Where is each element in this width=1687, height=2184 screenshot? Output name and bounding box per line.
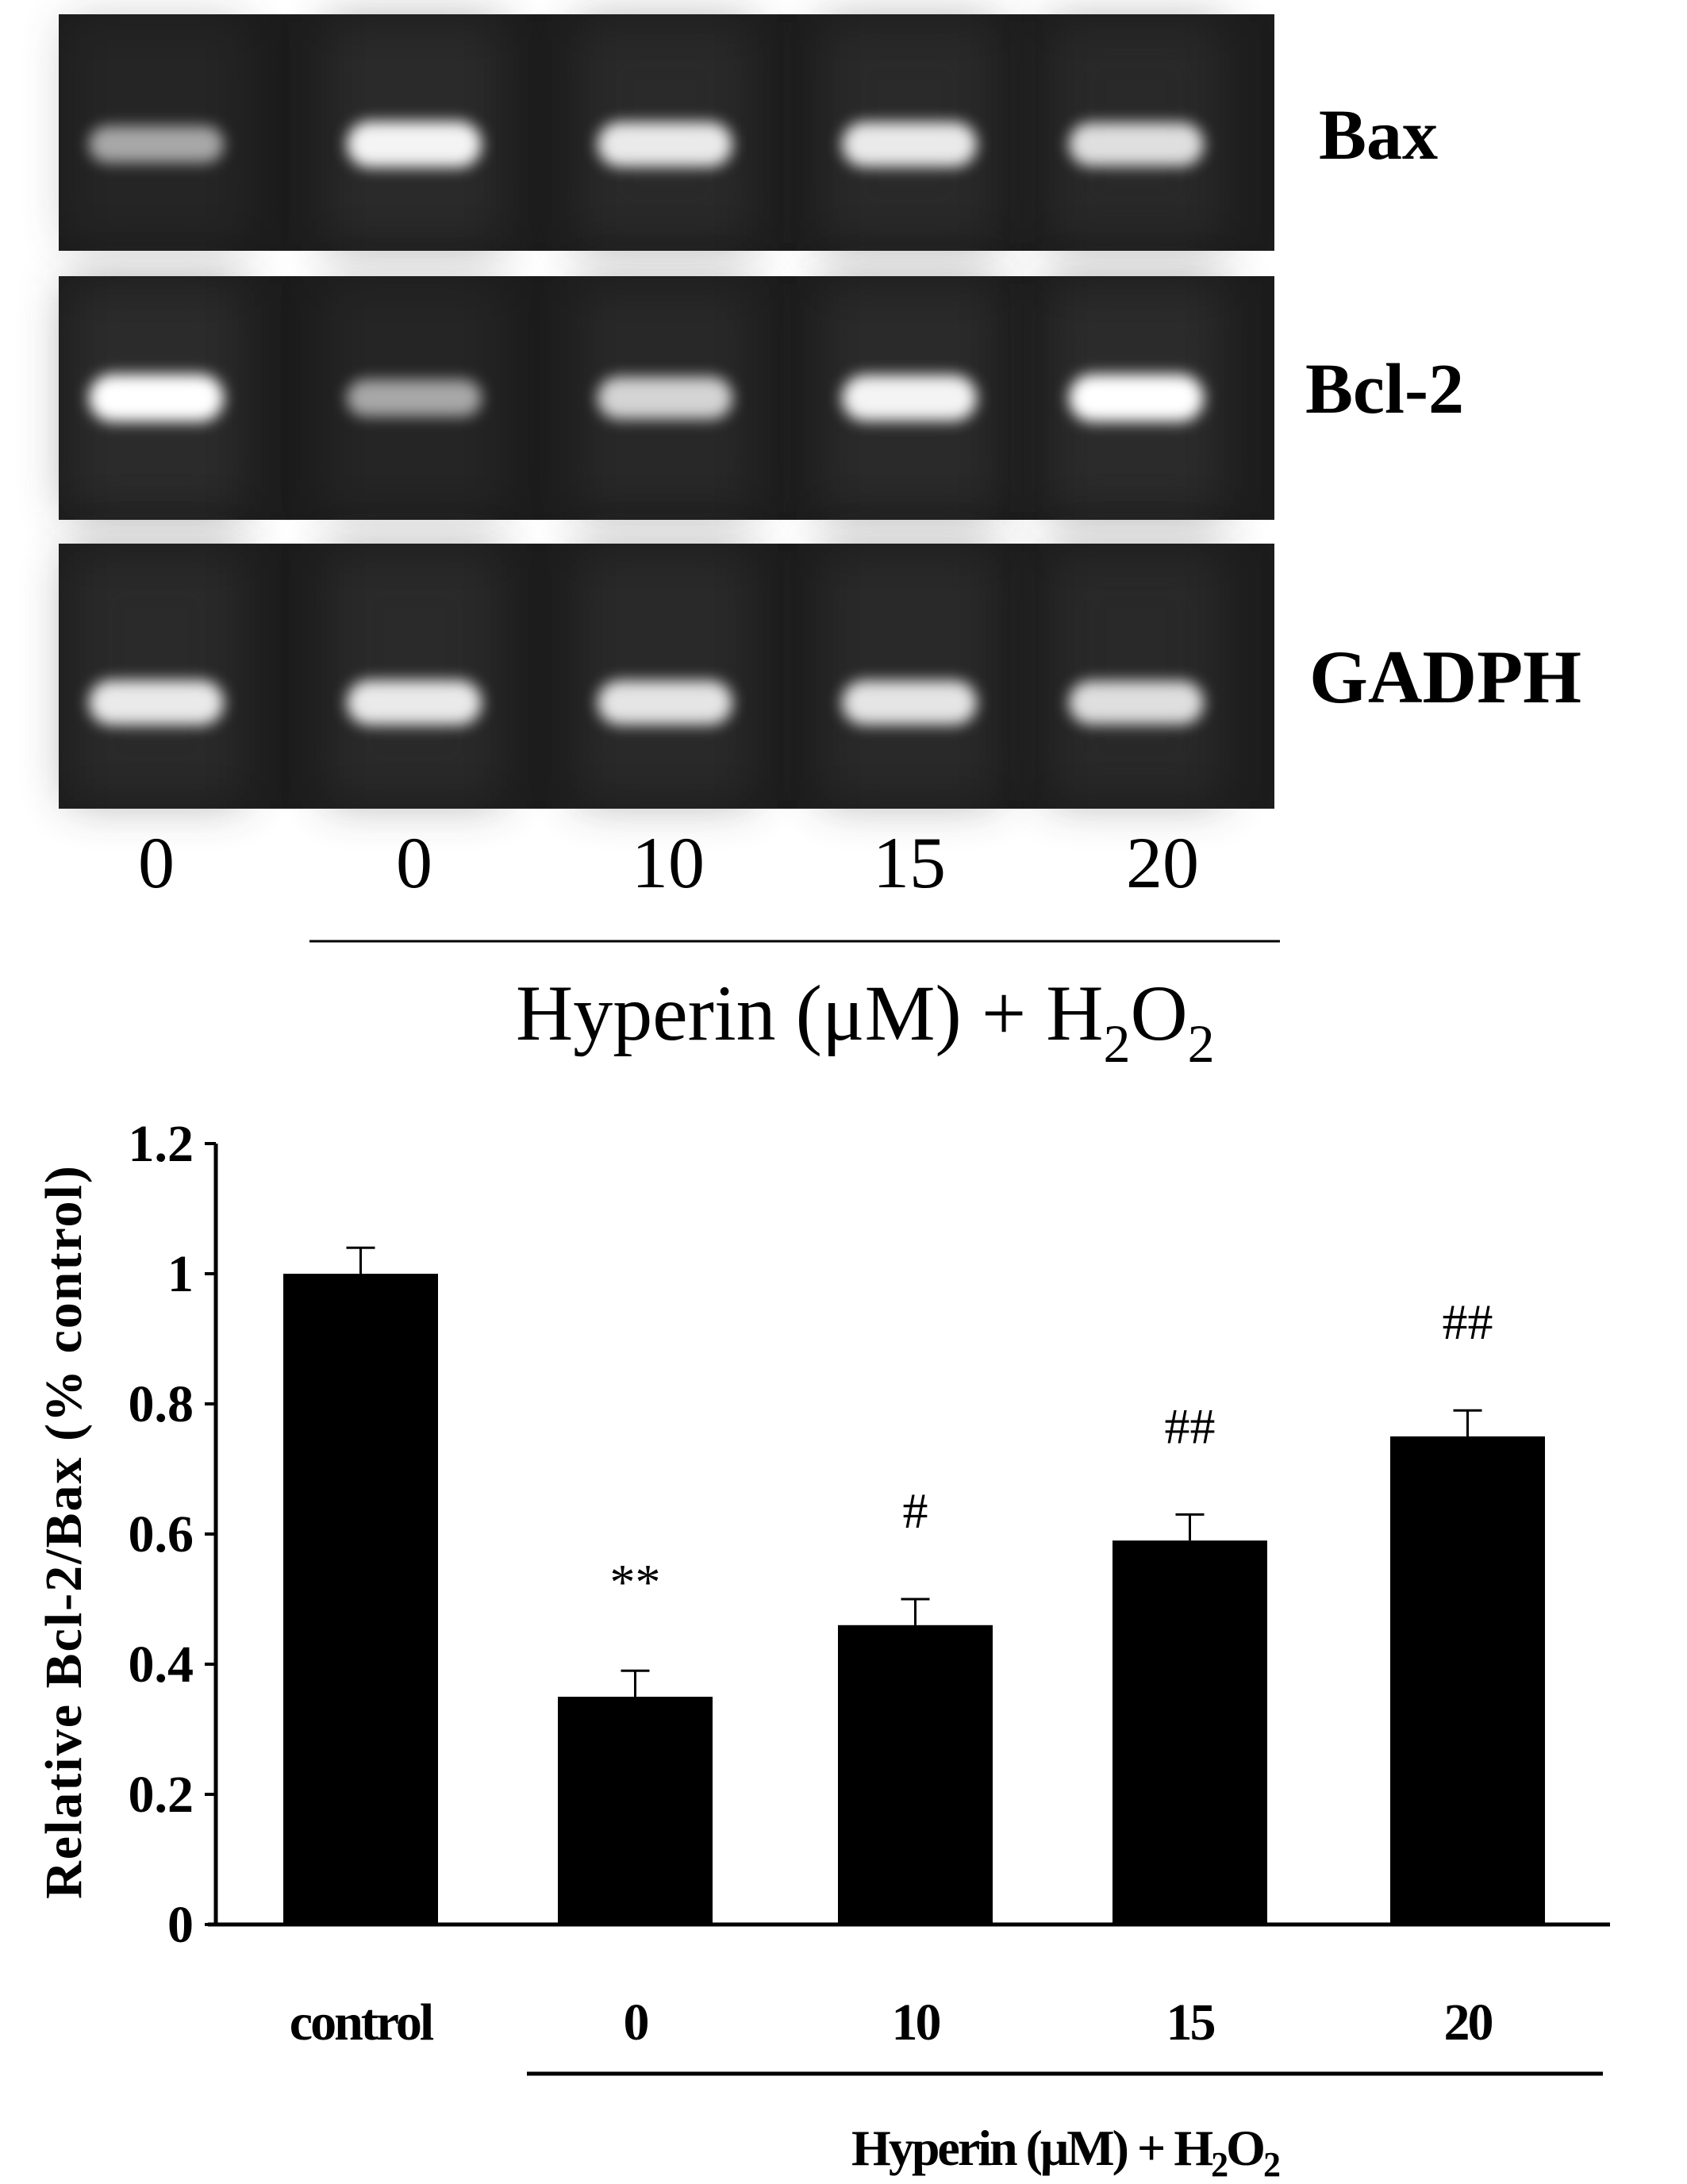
band xyxy=(89,680,224,725)
x-axis-label: Hyperin (μM) + H2O2 xyxy=(851,2120,1280,2184)
bar-20 xyxy=(1390,1436,1545,1924)
lane-label: 10 xyxy=(632,822,705,903)
y-tick-label: 1 xyxy=(167,1245,194,1303)
lane-label: 0 xyxy=(396,822,432,903)
gel-row-label: Bcl-2 xyxy=(1305,350,1464,429)
band xyxy=(598,121,732,167)
gel-labels: Bax Bcl-2 GADPH 0 0 10 15 20 Hyperin (μM) + H2O2 xyxy=(138,96,1581,1074)
lane-label: 15 xyxy=(873,822,946,903)
gel-panel-gadph xyxy=(59,544,1274,809)
significance-label: ## xyxy=(1165,1398,1216,1454)
y-tick-label: 0.2 xyxy=(129,1766,194,1824)
x-tick-label: 10 xyxy=(892,1994,940,2051)
lane-smear xyxy=(578,552,752,801)
band xyxy=(347,121,482,168)
gel-row-label: GADPH xyxy=(1309,635,1581,719)
lane-smear xyxy=(1049,552,1224,801)
band xyxy=(842,680,977,725)
band xyxy=(89,374,224,422)
bar-15 xyxy=(1112,1540,1267,1924)
gel-row-label: Bax xyxy=(1319,96,1438,175)
band xyxy=(1069,374,1204,422)
band xyxy=(598,376,732,420)
bar-10 xyxy=(838,1625,993,1924)
y-tick-label: 1.2 xyxy=(129,1115,194,1173)
gel-image xyxy=(59,14,1274,809)
lane-label: 20 xyxy=(1126,822,1199,903)
gel-panel-bax xyxy=(59,14,1274,251)
y-tick-label: 0.4 xyxy=(129,1636,194,1694)
y-axis-label: Relative Bcl-2/Bax (% control) xyxy=(35,1164,93,1899)
band xyxy=(1069,680,1204,725)
bar-control xyxy=(283,1274,438,1924)
lane-label: 0 xyxy=(138,822,175,903)
bar-chart: 0 0.2 0.4 0.6 0.8 1 1.2 Relative Bcl-2/Bax (% c… xyxy=(35,1115,1610,2184)
lane-smear xyxy=(69,552,244,801)
band xyxy=(347,680,482,725)
band xyxy=(347,379,482,417)
band xyxy=(89,125,224,163)
band xyxy=(842,121,977,167)
y-tick-label: 0.8 xyxy=(129,1375,194,1433)
y-tick-label: 0.6 xyxy=(129,1505,194,1563)
x-tick-label: 15 xyxy=(1166,1994,1215,2051)
lane-smear xyxy=(822,552,997,801)
gel-group-label: Hyperin (μM) + H2O2 xyxy=(516,969,1215,1074)
significance-label: ** xyxy=(610,1554,661,1610)
significance-label: ## xyxy=(1443,1294,1493,1350)
significance-label: # xyxy=(903,1482,928,1539)
gel-panel-bcl-2 xyxy=(59,276,1274,520)
lane-smear xyxy=(327,552,501,801)
bar-0 xyxy=(558,1697,713,1924)
band xyxy=(842,375,977,421)
band xyxy=(598,680,732,725)
y-tick-label: 0 xyxy=(167,1896,194,1954)
x-tick-label: control xyxy=(290,1994,434,2051)
band xyxy=(1069,122,1204,167)
x-tick-label: 20 xyxy=(1444,1994,1493,2051)
x-tick-label: 0 xyxy=(624,1994,648,2051)
